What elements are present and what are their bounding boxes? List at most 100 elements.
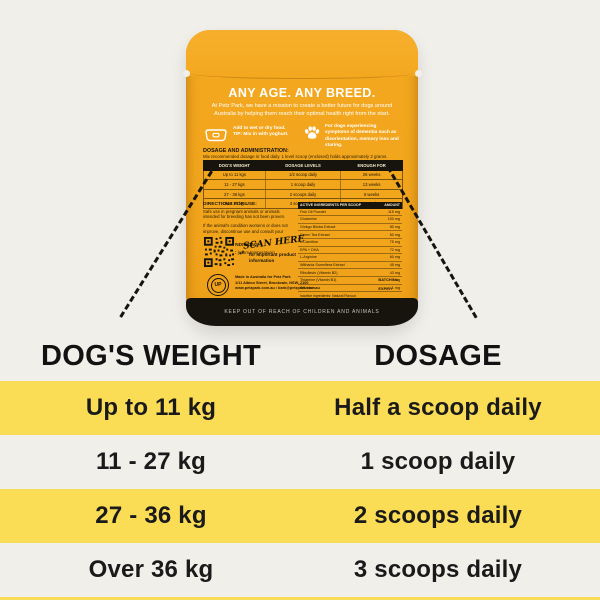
dosage-value: Half a scoop daily	[334, 394, 542, 421]
made-in-line: Made in Australia for Petz Park	[235, 275, 291, 279]
ingredients-header-name: ACTIVE INGREDIENTS PER SCOOP	[300, 203, 362, 208]
weight-value: Up to 11 kg	[85, 394, 217, 421]
weight-value: 11 - 27 kg	[95, 448, 207, 475]
pouch-dosage-row: 27 - 36 kgs 2 scoops daily 6 weeks	[203, 189, 403, 200]
address-line: 1/11 Albion Street, Brookvale, NSW, 2100	[235, 280, 309, 285]
ingredient-name: Riboflavin (Vitamin B2)	[300, 270, 338, 275]
pouch-dosage-table-header: DOG'S WEIGHT DOSAGE LEVELS ENOUGH FOR	[203, 160, 403, 171]
pouch-headline: ANY AGE. ANY BREED.	[228, 86, 376, 100]
ingredient-row: Green Tea Extract 60 mg	[298, 231, 402, 239]
directions-title: DIRECTIONS FOR USE:	[203, 202, 257, 207]
ingredient-name: Thiamine (Vitamin B1)	[300, 278, 337, 283]
warning-text: KEEP OUT OF REACH OF CHILDREN AND ANIMAL…	[224, 309, 380, 315]
cell: 2 scoops daily	[264, 189, 342, 199]
ingredient-row: L-Carnitine 75 mg	[298, 239, 402, 247]
pouch-mission-text: At Petz Park, we have a mission to creat…	[211, 103, 393, 117]
header-dogs-weight: DOG'S WEIGHT	[41, 339, 261, 372]
cell: 26 weeks	[362, 172, 381, 178]
ingredients-header-amount: AMOUNT	[384, 203, 400, 208]
feeding-tip-line2: TIP: Mix in with yoghurt.	[233, 132, 289, 138]
weight-value: Over 36 kg	[88, 556, 214, 583]
cell: 1 scoop daily	[264, 180, 342, 189]
pouch-dosage-row: 11 - 27 kgs 1 scoop daily 13 weeks	[203, 180, 403, 190]
certification-stamp-text: UP	[210, 277, 226, 293]
symptoms-cell: For dogs experiencing symptoms of dement…	[289, 122, 401, 156]
cell: 27 - 36 kgs	[224, 191, 245, 197]
tear-notch-left	[182, 70, 190, 77]
ingredient-name: Fish Oil Powder	[300, 209, 327, 214]
expiry-label: EXPIRY	[378, 285, 393, 291]
ingredient-name: Selenium	[300, 285, 316, 290]
weight-cell: Over 36 kg	[0, 543, 302, 597]
cell: 13 weeks	[362, 181, 381, 187]
table-header-row: DOG'S WEIGHT DOSAGE	[0, 336, 600, 376]
col-enough-for: ENOUGH FOR	[357, 162, 386, 168]
ingredient-amount: 43 mg	[389, 270, 400, 275]
col-dogs-weight: DOG'S WEIGHT	[218, 162, 250, 168]
next-row-edge	[0, 597, 600, 600]
weight-cell: 27 - 36 kg	[0, 489, 302, 543]
dosage-admin-title: DOSAGE AND ADMINISTRATION:	[203, 148, 289, 154]
col-dosage-levels: DOSAGE LEVELS	[264, 161, 342, 170]
dosage-cell: 1 scoop daily	[302, 435, 574, 489]
ingredient-row: Ginkgo Biloba Extract 80 mg	[298, 224, 402, 232]
ingredient-row: Thiamine (Vitamin B1) 6 mg	[298, 277, 402, 285]
table-row: 11 - 27 kg 1 scoop daily	[0, 435, 600, 489]
weight-cell: 11 - 27 kg	[0, 435, 302, 489]
feeding-tip-cell: Add to wet or dry food. TIP: Mix in with…	[204, 122, 289, 156]
ingredient-name: L-Carnitine	[300, 240, 319, 245]
cell: Over 36 kgs	[223, 201, 246, 207]
ingredient-row: Riboflavin (Vitamin B2) 43 mg	[298, 269, 402, 277]
ingredient-amount: 60 mg	[389, 255, 400, 260]
cell: Up to 11 kgs	[222, 172, 246, 178]
warning-band: KEEP OUT OF REACH OF CHILDREN AND ANIMAL…	[186, 298, 418, 326]
ingredient-row: L-Arginine 60 mg	[298, 254, 402, 262]
ingredient-name: EPA + DHA	[300, 247, 319, 252]
cell: 1/2 scoop daily	[264, 170, 342, 180]
ingredient-row: Fish Oil Powder 115 mg	[298, 209, 402, 217]
ingredient-row: Withania Somnifera Extract 45 mg	[298, 262, 402, 270]
paw-icon	[304, 126, 320, 139]
ingredient-row: Selenium 1 mg	[298, 285, 402, 293]
pouch-crease	[191, 68, 413, 79]
ingredient-name: Glutamine	[300, 217, 317, 222]
header-dogs-weight-cell: DOG'S WEIGHT	[0, 336, 302, 376]
header-dosage-cell: DOSAGE	[302, 336, 574, 376]
feeding-tip-text: Add to wet or dry food. TIP: Mix in with…	[233, 122, 289, 139]
ingredient-amount: 72 mg	[389, 247, 400, 252]
batch-expiry: BATCH No EXPIRY	[378, 276, 398, 293]
qr-code	[203, 236, 235, 268]
scan-here-block: ↫ SCAN HERE for important product inform…	[203, 234, 313, 273]
ingredient-name: Withania Somnifera Extract	[300, 263, 345, 268]
ingredient-name: Ginkgo Biloba Extract	[300, 225, 336, 230]
batch-label: BATCH No	[378, 277, 398, 282]
ingredient-amount: 75 mg	[389, 240, 400, 245]
ingredient-amount: 45 mg	[389, 263, 400, 268]
web-line: www.petzpark.com.au • bark@petzpark.com.…	[235, 286, 320, 290]
table-row: 27 - 36 kg 2 scoops daily	[0, 489, 600, 543]
product-pouch-back: ANY AGE. ANY BREED. At Petz Park, we hav…	[182, 30, 422, 326]
ingredient-name: Green Tea Extract	[300, 232, 330, 237]
ingredient-amount: 100 mg	[387, 217, 400, 222]
dosage-cell: 3 scoops daily	[302, 543, 574, 597]
storage-p1: Store below 30°C (room temperature).	[203, 249, 276, 255]
dosage-cell: Half a scoop daily	[302, 381, 574, 435]
tear-notch-right	[414, 70, 422, 77]
dosage-value: 1 scoop daily	[360, 448, 516, 475]
directions-p1: Safe use in pregnant animals or animals …	[203, 208, 286, 220]
manufacturer-info: Made in Australia for Petz Park 1/11 Alb…	[235, 275, 345, 292]
certification-stamp: UP	[207, 274, 229, 296]
scan-here-label: SCAN HERE	[242, 234, 306, 252]
ingredient-amount: 60 mg	[389, 232, 400, 237]
ingredient-amount: 6 mg	[391, 278, 400, 283]
ingredient-row: Glutamine 100 mg	[298, 216, 402, 224]
table-row: Up to 11 kg Half a scoop daily	[0, 381, 600, 435]
ingredient-row: EPA + DHA 72 mg	[298, 247, 402, 255]
weight-value: 27 - 36 kg	[95, 502, 207, 529]
pouch-dosage-row: Up to 11 kgs 1/2 scoop daily 26 weeks	[203, 170, 403, 181]
feeding-tip-line1: Add to wet or dry food.	[233, 126, 286, 131]
header-dosage: DOSAGE	[374, 339, 502, 372]
ingredient-amount: 80 mg	[389, 225, 400, 230]
symptoms-text: For dogs experiencing symptoms of dement…	[325, 124, 399, 149]
table-row: Over 36 kg 3 scoops daily	[0, 543, 600, 597]
